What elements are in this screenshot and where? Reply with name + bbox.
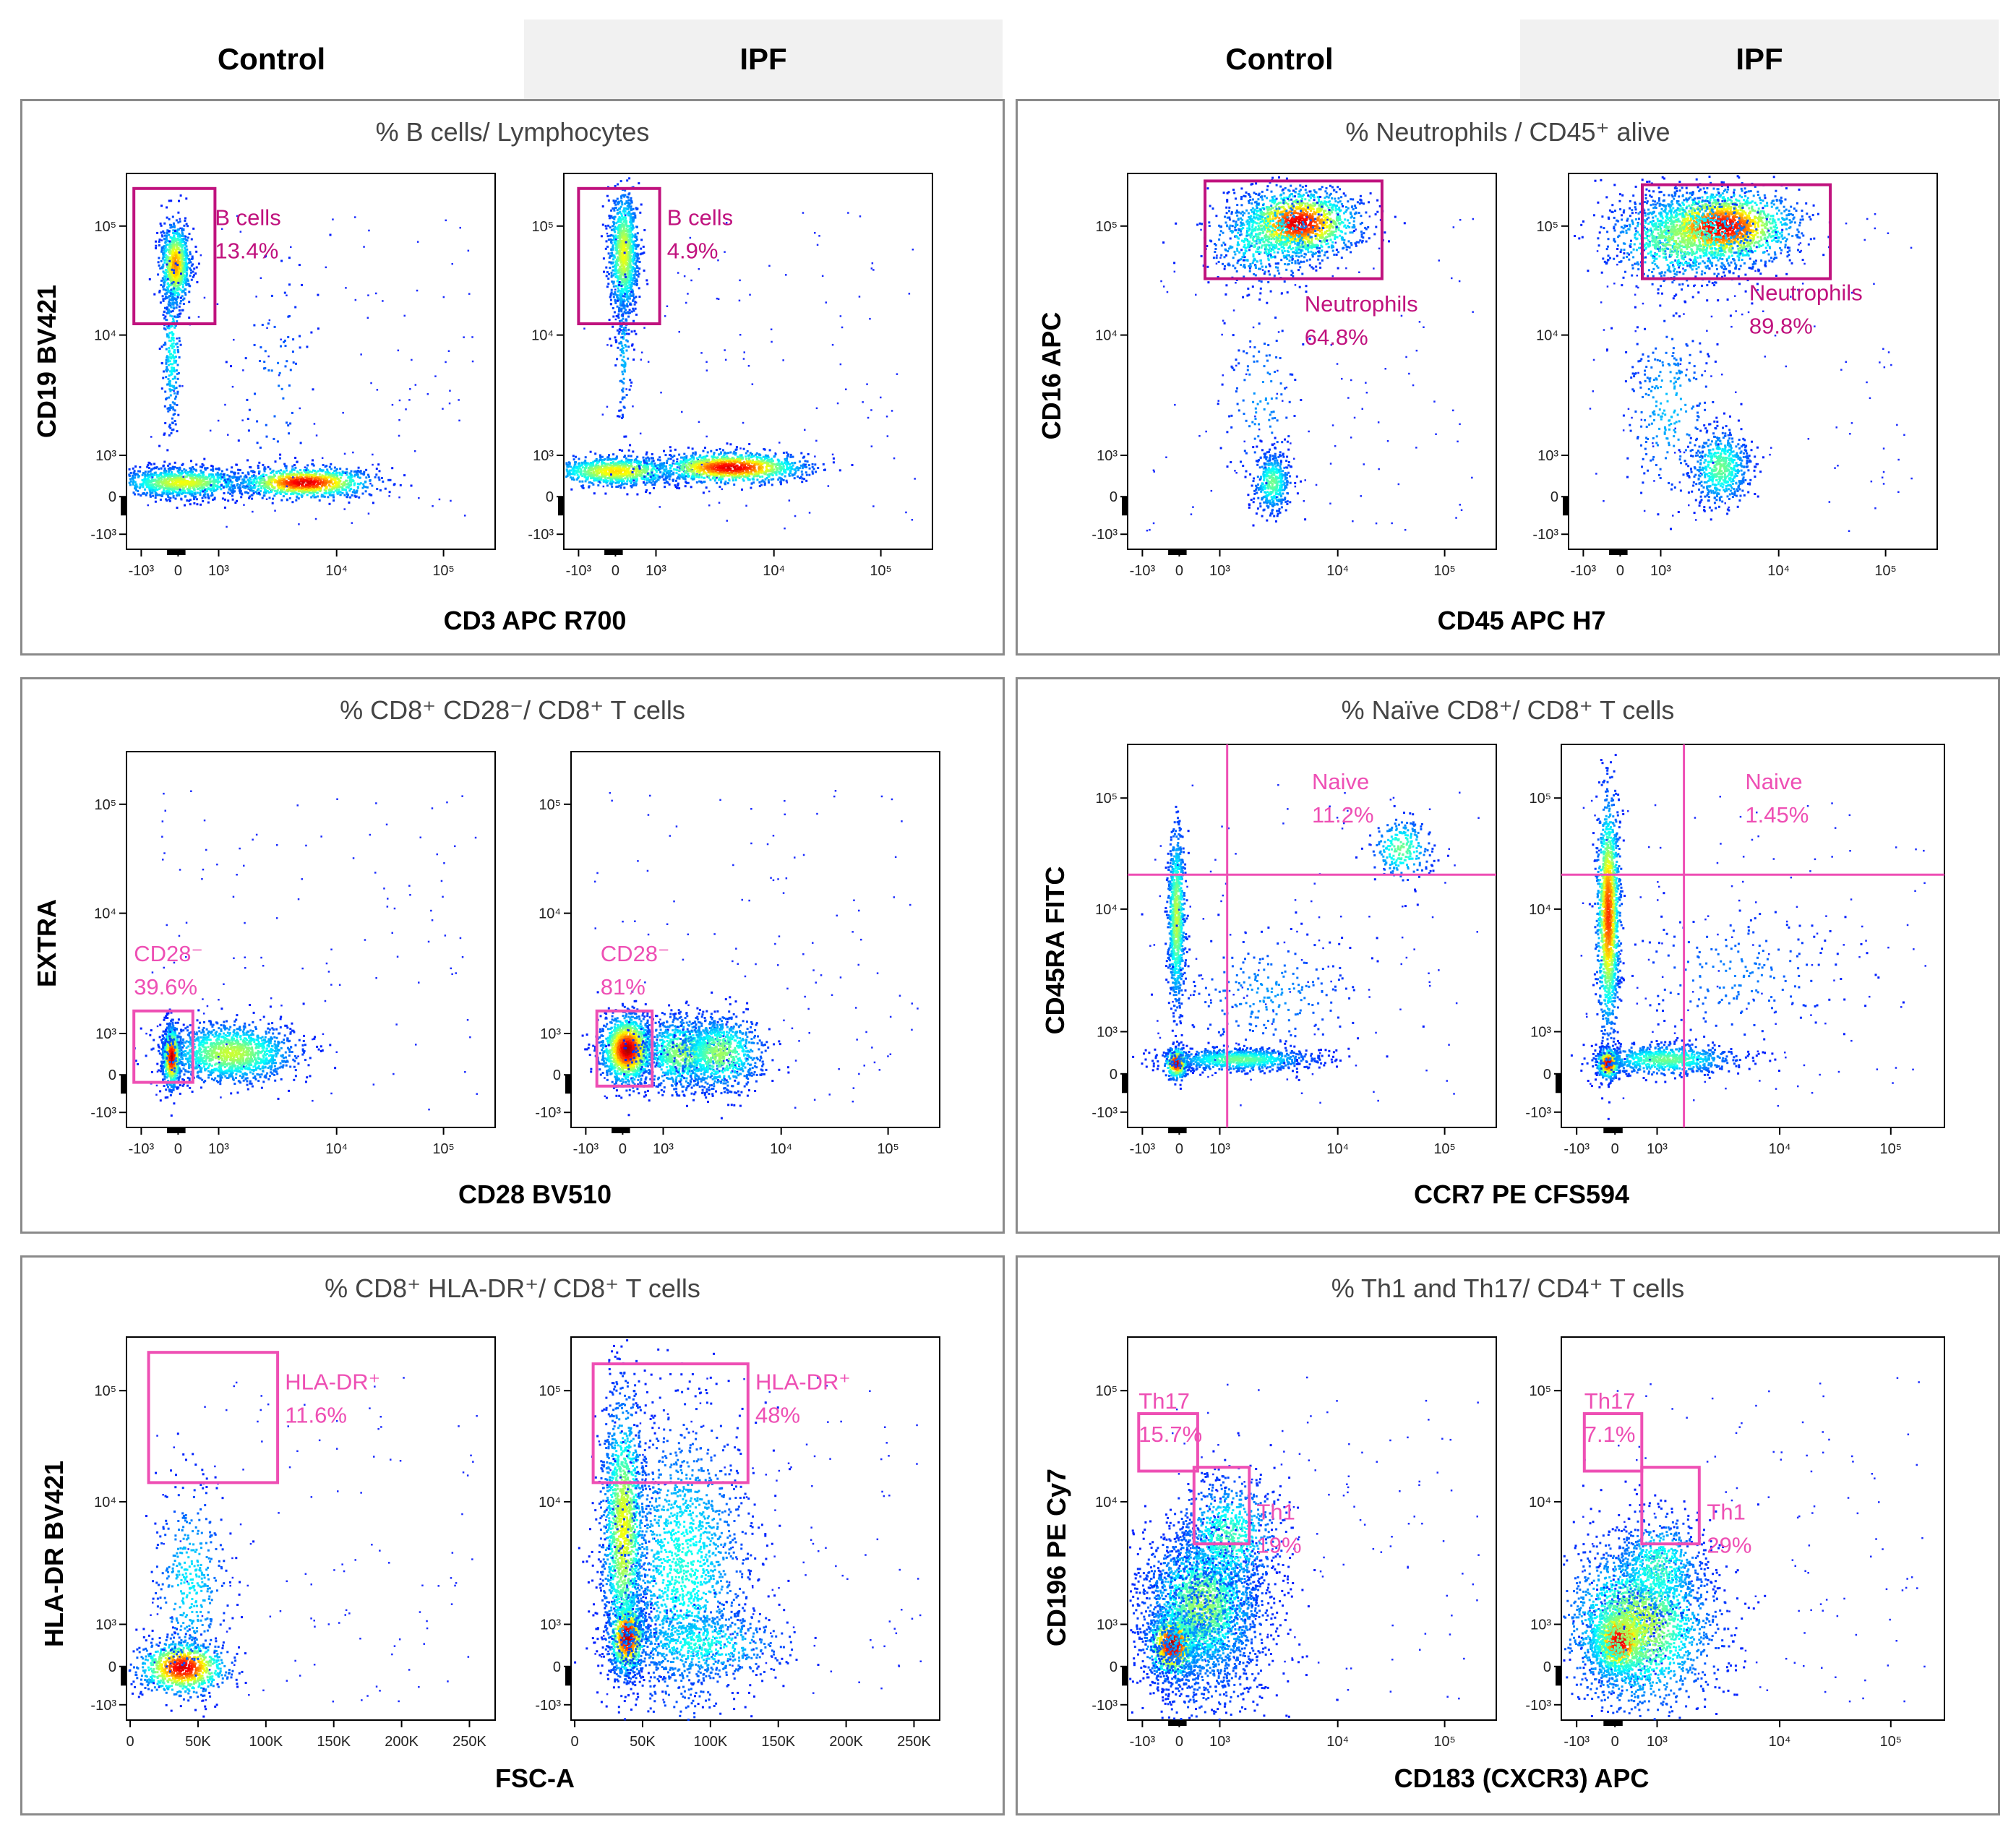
y-tick-label: -10³ [90, 527, 116, 543]
gate-value-label: 13.4% [215, 238, 278, 264]
y-tick-label: -10³ [1525, 1698, 1551, 1714]
title-bcells: % B cells/ Lymphocytes [22, 117, 1003, 147]
x-zero-ticks [167, 549, 186, 555]
y-tick-label: 0 [1543, 1659, 1551, 1675]
title-hladr: % CD8⁺ HLA-DR⁺/ CD8⁺ T cells [22, 1273, 1003, 1304]
gate-name-label: B cells [215, 205, 280, 231]
x-tick-label: 10⁵ [432, 563, 455, 579]
panel-neutro: % Neutrophils / CD45⁺ alive [1016, 99, 2000, 656]
y-zero-ticks [121, 497, 126, 516]
gate-name-label: B cells [667, 205, 733, 231]
x-tick-label: -10³ [1564, 1734, 1590, 1750]
x-tick-label: 10⁵ [1880, 1734, 1903, 1750]
x-tick-label: 10³ [208, 563, 229, 579]
event-cloud [565, 177, 916, 530]
title-th: % Th1 and Th17/ CD4⁺ T cells [1018, 1273, 1998, 1304]
header-left-ipf: IPF [524, 20, 1003, 99]
gate-name-label: Th17 [1584, 1388, 1636, 1414]
panel-naive: % Naïve CD8⁺/ CD8⁺ T cells [1016, 677, 2000, 1234]
xlabel-th: CD183 (CXCR3) APC [1394, 1763, 1650, 1794]
title-naive: % Naïve CD8⁺/ CD8⁺ T cells [1018, 695, 1998, 726]
title-cd28: % CD8⁺ CD28⁻/ CD8⁺ T cells [22, 695, 1003, 726]
y-zero-ticks [1556, 1666, 1561, 1686]
y-tick-label: 0 [108, 489, 116, 505]
x-tick-label: 10⁴ [325, 563, 348, 579]
gate-value-label: 7.1% [1584, 1422, 1636, 1447]
title-neutro: % Neutrophils / CD45⁺ alive [1018, 117, 1998, 147]
gate-b-cells [577, 186, 661, 325]
y-tick-label: 10⁴ [1529, 1495, 1551, 1510]
x-tick-label: 10³ [1647, 1734, 1668, 1750]
xlabel-neutro: CD45 APC H7 [1438, 606, 1606, 636]
event-cloud [128, 194, 474, 528]
panel-bcells: % B cells/ Lymphocytes [20, 99, 1005, 656]
xlabel-cd28: CD28 BV510 [458, 1179, 612, 1210]
y-tick-label: 10⁴ [94, 328, 116, 344]
y-tick-label: 10⁵ [94, 219, 116, 235]
panel-th: % Th1 and Th17/ CD4⁺ T cells [1016, 1255, 2000, 1815]
y-tick-label: 10³ [95, 448, 116, 464]
xlabel-bcells: CD3 APC R700 [444, 606, 627, 636]
header-right-ipf: IPF [1520, 20, 1999, 99]
xlabel-hladr: FSC-A [495, 1763, 575, 1794]
xlabel-naive: CCR7 PE CFS594 [1414, 1179, 1629, 1210]
panel-cd28: % CD8⁺ CD28⁻/ CD8⁺ T cells [20, 677, 1005, 1234]
x-tick-label: 0 [174, 563, 182, 579]
y-tick-label: 10³ [1530, 1617, 1551, 1633]
header-left-control: Control [20, 20, 523, 99]
x-tick-label: 10⁴ [1769, 1734, 1791, 1750]
x-zero-ticks [1603, 1720, 1623, 1726]
y-tick-label: 10⁵ [1529, 1383, 1551, 1399]
header-right-control: Control [1016, 20, 1543, 99]
panel-hladr: % CD8⁺ HLA-DR⁺/ CD8⁺ T cells [20, 1255, 1005, 1815]
x-tick-label: -10³ [129, 563, 155, 579]
gate-name-label: Th1 [1707, 1500, 1745, 1525]
gate-value-label: 29% [1707, 1533, 1751, 1558]
gate-b-cells [132, 186, 217, 325]
x-tick-label: 0 [1611, 1734, 1619, 1750]
